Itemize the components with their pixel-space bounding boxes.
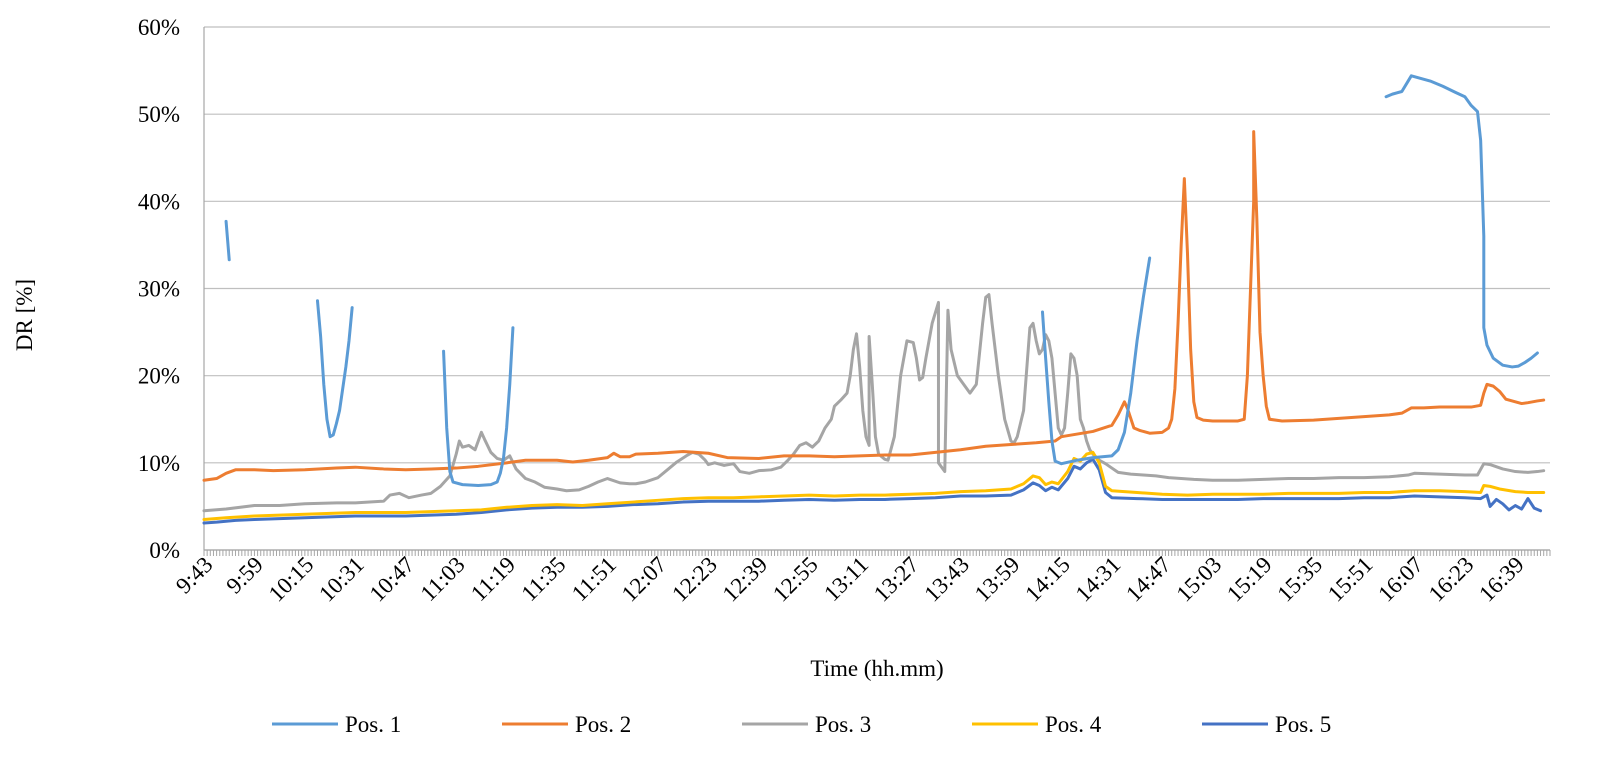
- x-tick-label: 11:19: [466, 552, 520, 606]
- y-tick-label: 40%: [138, 189, 180, 214]
- legend-item: Pos. 3: [742, 712, 871, 737]
- x-minor-ticks: [203, 550, 1551, 556]
- series-line: [1384, 74, 1539, 369]
- x-tick-label: 16:23: [1424, 552, 1479, 607]
- series-line: [202, 293, 1546, 513]
- plot-area: [203, 27, 1551, 556]
- x-tick-label: 14:31: [1071, 552, 1126, 607]
- y-axis-title: DR [%]: [12, 279, 37, 351]
- x-tick-label: 16:07: [1373, 552, 1428, 607]
- x-tick-label: 14:15: [1020, 552, 1075, 607]
- series-pos-3: [202, 293, 1546, 513]
- legend-item: Pos. 4: [972, 712, 1102, 737]
- y-axis-ticks: 0% 10% 20% 30% 40% 50% 60%: [138, 15, 180, 563]
- x-tick-label: 12:39: [718, 552, 773, 607]
- series-line: [224, 219, 231, 262]
- y-tick-label: 0%: [149, 538, 180, 563]
- x-tick-label: 15:35: [1272, 552, 1327, 607]
- y-tick-label: 30%: [138, 277, 180, 302]
- series-line: [442, 326, 515, 487]
- series-line: [202, 130, 1546, 482]
- x-tick-label: 13:27: [869, 552, 924, 607]
- x-tick-label: 10:47: [365, 552, 420, 607]
- legend-label: Pos. 3: [815, 712, 871, 737]
- legend-label: Pos. 4: [1045, 712, 1102, 737]
- y-tick-label: 50%: [138, 102, 180, 127]
- legend-label: Pos. 5: [1275, 712, 1331, 737]
- series-line: [202, 457, 1543, 525]
- x-tick-label: 15:19: [1222, 552, 1277, 607]
- x-tick-label: 12:55: [768, 552, 823, 607]
- x-tick-label: 14:47: [1121, 552, 1176, 607]
- legend: Pos. 1 Pos. 2 Pos. 3 Pos. 4 Pos. 5: [272, 712, 1331, 737]
- x-tick-label: 9:59: [221, 552, 268, 599]
- series-line: [315, 299, 354, 439]
- x-tick-label: 16:39: [1474, 552, 1529, 607]
- x-tick-label: 10:31: [314, 552, 369, 607]
- x-tick-label: 11:03: [416, 552, 470, 606]
- x-tick-label: 13:43: [919, 552, 974, 607]
- series-pos-5: [202, 457, 1543, 525]
- series-pos-4: [202, 450, 1546, 521]
- x-tick-label: 12:07: [617, 552, 672, 607]
- legend-label: Pos. 1: [345, 712, 401, 737]
- x-tick-label: 13:11: [819, 552, 873, 606]
- x-tick-label: 15:03: [1172, 552, 1227, 607]
- y-tick-label: 10%: [138, 451, 180, 476]
- series-layer: [202, 74, 1546, 525]
- series-pos-2: [202, 130, 1546, 482]
- x-tick-label: 11:35: [516, 552, 570, 606]
- legend-item: Pos. 5: [1202, 712, 1331, 737]
- x-axis-title: Time (hh.mm): [810, 656, 943, 681]
- series-line: [202, 450, 1546, 521]
- legend-label: Pos. 2: [575, 712, 631, 737]
- legend-item: Pos. 1: [272, 712, 401, 737]
- legend-item: Pos. 2: [502, 712, 631, 737]
- grid-lines: [204, 26, 1550, 551]
- series-pos-1: [224, 74, 1539, 487]
- y-tick-label: 20%: [138, 364, 180, 389]
- y-tick-label: 60%: [138, 15, 180, 40]
- x-tick-label: 13:59: [970, 552, 1025, 607]
- x-tick-label: 15:51: [1323, 552, 1378, 607]
- series-line: [1040, 256, 1152, 466]
- x-axis-ticks: 9:43 9:5910:1510:3110:4711:0311:1911:3511…: [171, 552, 1529, 607]
- x-tick-label: 11:51: [567, 552, 621, 606]
- x-tick-label: 12:23: [667, 552, 722, 607]
- x-tick-label: 10:15: [264, 552, 319, 607]
